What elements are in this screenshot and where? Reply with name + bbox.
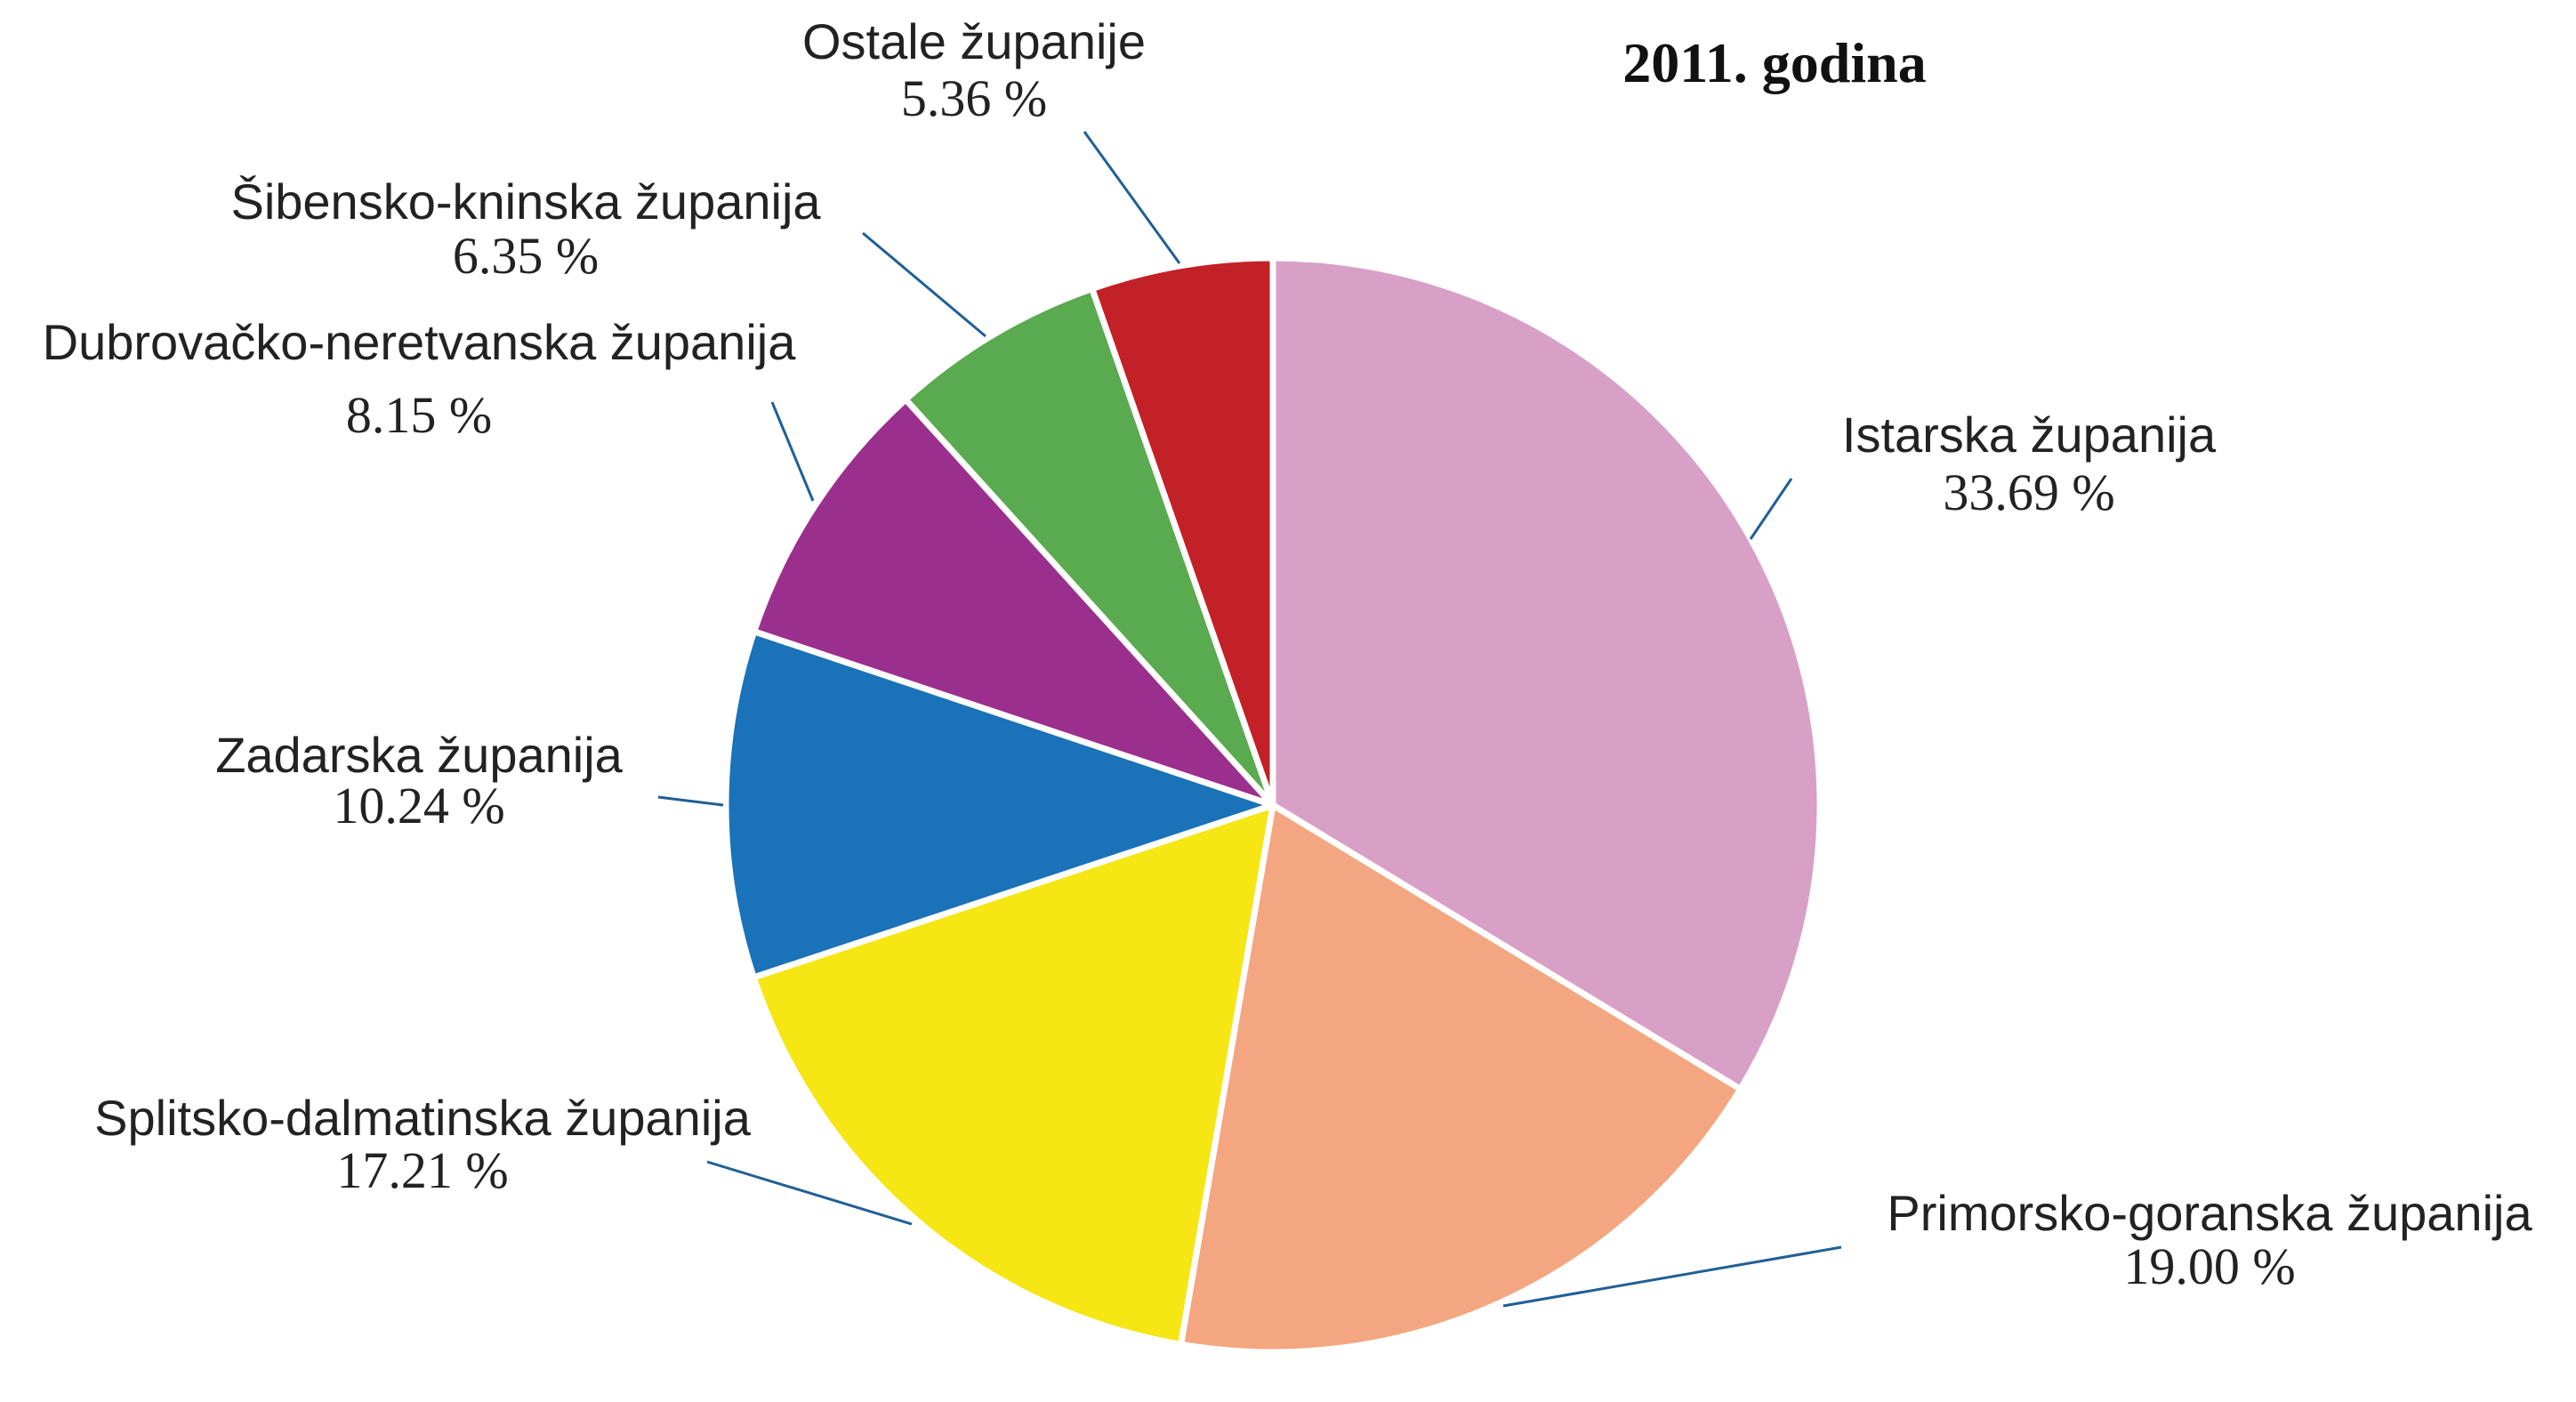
value-label: 19.00 %: [2123, 1237, 2295, 1295]
pie-slice: [722, 628, 1276, 981]
leader-line: [1083, 131, 1181, 264]
value-label: 8.15 %: [346, 386, 492, 444]
slice-label: Zadarska županija: [215, 727, 623, 783]
value-label: 17.21 %: [336, 1141, 508, 1199]
leader-line: [770, 401, 815, 502]
pie-slice: [1089, 254, 1276, 809]
pie-slice: [1269, 254, 1823, 1092]
pie-slice: [902, 286, 1276, 809]
leader-line: [706, 1160, 913, 1226]
pie-slice: [750, 802, 1276, 1348]
slice-label: Splitsko-dalmatinska županija: [94, 1090, 752, 1146]
leader-line: [1749, 478, 1793, 540]
slice-label: Istarska županija: [1842, 407, 2217, 463]
leader-line: [862, 231, 986, 338]
slice-label: Dubrovačko-neretvanska županija: [43, 314, 797, 370]
leader-line: [1502, 1245, 1842, 1308]
chart-title: 2011. godina: [1622, 31, 1926, 94]
slice-label: Šibensko-kninska županija: [230, 173, 821, 230]
pie-slice: [1178, 802, 1744, 1356]
value-label: 5.36 %: [901, 69, 1047, 127]
value-label: 10.24 %: [333, 777, 504, 834]
slice-label: Ostale županije: [802, 13, 1146, 69]
value-label: 33.69 %: [1943, 463, 2114, 521]
slice-label: Primorsko-goranska županija: [1887, 1185, 2532, 1241]
leader-line: [657, 795, 724, 807]
pie-slice: [751, 396, 1276, 809]
value-label: 6.35 %: [453, 227, 599, 285]
